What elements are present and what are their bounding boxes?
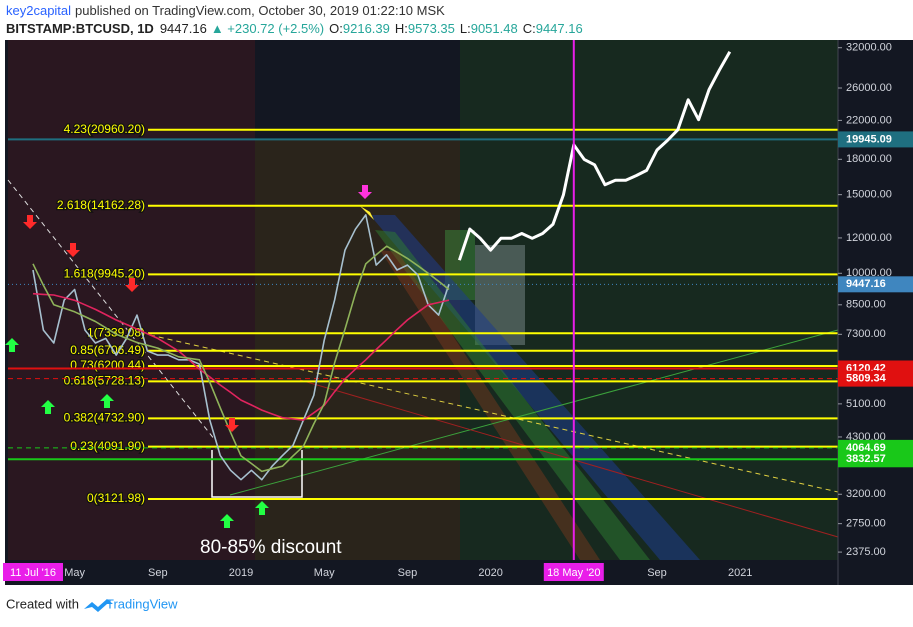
y-tick-label: 8500.00 <box>846 299 886 311</box>
fib-label: 0.73(6200.44) <box>70 358 145 372</box>
published: published on TradingView.com, October 30… <box>75 3 445 18</box>
data-layer: 4.23(20960.20) 2.618(14162.28) 1.618(9945.… <box>5 40 838 560</box>
x-tick-label: May <box>314 567 335 579</box>
x-axis-bg <box>5 560 913 585</box>
channel <box>380 250 600 560</box>
y-tick-label: 3200.00 <box>846 488 886 500</box>
y-tick-label: 4300.00 <box>846 431 886 443</box>
fib-label: 0.23(4091.90) <box>70 439 145 453</box>
x-tick-label: Sep <box>148 567 168 579</box>
y-tick-label: 12000.00 <box>846 232 892 244</box>
y-tick-label: 7300.00 <box>846 328 886 340</box>
arrow <box>255 501 269 515</box>
ohlc-value: 9573.35 <box>408 21 455 36</box>
header-line-1: key2capital published on TradingView.com,… <box>6 3 445 18</box>
price-line-series <box>457 50 732 261</box>
price-tag-label: 4064.69 <box>846 442 886 454</box>
fib-label: 0.618(5728.13) <box>64 374 145 388</box>
annotation: 80-85% discount <box>200 537 342 558</box>
ohlc: O:9216.39 H:9573.35 L:9051.48 C:9447.16 <box>329 21 583 36</box>
y-tick-label: 2750.00 <box>846 518 886 530</box>
ohlc-label: H: <box>395 21 408 36</box>
arrow <box>225 418 239 432</box>
x-highlight <box>543 563 604 581</box>
price-tag-label: 3832.57 <box>846 453 886 465</box>
price-line-series <box>32 292 450 421</box>
channel <box>370 215 700 560</box>
arrow <box>358 185 372 199</box>
change: ▲ +230.72 (+2.5%) <box>211 21 324 36</box>
fib-label: 1.618(9945.20) <box>64 267 145 281</box>
price-line-series <box>32 245 450 473</box>
y-tick-label: 32000.00 <box>846 42 892 54</box>
y-tick-label: 26000.00 <box>846 82 892 94</box>
y-tick-label: 5100.00 <box>846 398 886 410</box>
arrow <box>66 243 80 257</box>
x-tick-label: 18 May '20 <box>547 567 600 579</box>
trendline <box>7 179 216 441</box>
author: key2capital <box>6 3 71 18</box>
y-tick-label: 10000.00 <box>846 267 892 279</box>
trendline <box>229 329 839 496</box>
fib-label: 0.85(6706.49) <box>70 343 145 357</box>
logo <box>84 599 113 612</box>
price-tag <box>838 370 913 387</box>
y-tick-label: 2375.00 <box>846 546 886 558</box>
x-tick-label: 2020 <box>478 567 502 579</box>
arrow <box>220 514 234 528</box>
header-line-2: BITSTAMP:BTCUSD, 1D 9447.16 ▲ +230.72 (+2.… <box>6 21 583 36</box>
footer-brand: TradingView <box>106 596 178 611</box>
ohlc-label: L: <box>460 21 471 36</box>
arrow <box>360 206 374 220</box>
arrow <box>100 394 114 408</box>
price-line-series <box>32 214 450 481</box>
arrow <box>23 215 37 229</box>
zone-red <box>8 40 255 560</box>
x-tick-label: Sep <box>398 567 418 579</box>
price-tag <box>838 131 913 148</box>
fib-label: 2.618(14162.28) <box>57 198 145 212</box>
x-highlight <box>3 563 63 581</box>
fib-label: 4.23(20960.20) <box>64 122 145 136</box>
arrow <box>125 278 139 292</box>
fib-label: 0.382(4732.90) <box>64 411 145 425</box>
x-tick-label: 2021 <box>728 567 752 579</box>
x-tick-label: 11 Jul '16 <box>10 567 56 579</box>
price-tag-label: 19945.09 <box>846 133 892 145</box>
ohlc-value: 9051.48 <box>471 21 518 36</box>
footer-logo <box>84 599 113 612</box>
arrow <box>41 400 55 414</box>
x-tick-label: May <box>64 567 85 579</box>
y-tick-label: 15000.00 <box>846 189 892 201</box>
ohlc-value: 9447.16 <box>536 21 583 36</box>
price-tag-label: 9447.16 <box>846 278 886 290</box>
x-tick-label: 2019 <box>229 567 253 579</box>
x-tick-label: Sep <box>647 567 667 579</box>
price-tag-label: 5809.34 <box>846 373 887 385</box>
price-tag <box>838 451 913 468</box>
price: 9447.16 <box>160 21 207 36</box>
ohlc-label: C: <box>523 21 536 36</box>
symbol: BITSTAMP:BTCUSD, 1D <box>6 21 154 36</box>
footer-text: Created with <box>6 596 79 611</box>
fib-label: 0(3121.98) <box>87 491 145 505</box>
trendline <box>149 334 839 493</box>
ohlc-label: O: <box>329 21 343 36</box>
y-tick-label: 18000.00 <box>846 153 892 165</box>
arrow <box>5 338 19 352</box>
bracket <box>211 450 303 498</box>
fib-label: 1(7339.08) <box>87 325 145 339</box>
ohlc-value: 9216.39 <box>343 21 390 36</box>
y-tick-label: 22000.00 <box>846 114 892 126</box>
channel <box>375 230 650 560</box>
price-tag <box>838 276 913 293</box>
